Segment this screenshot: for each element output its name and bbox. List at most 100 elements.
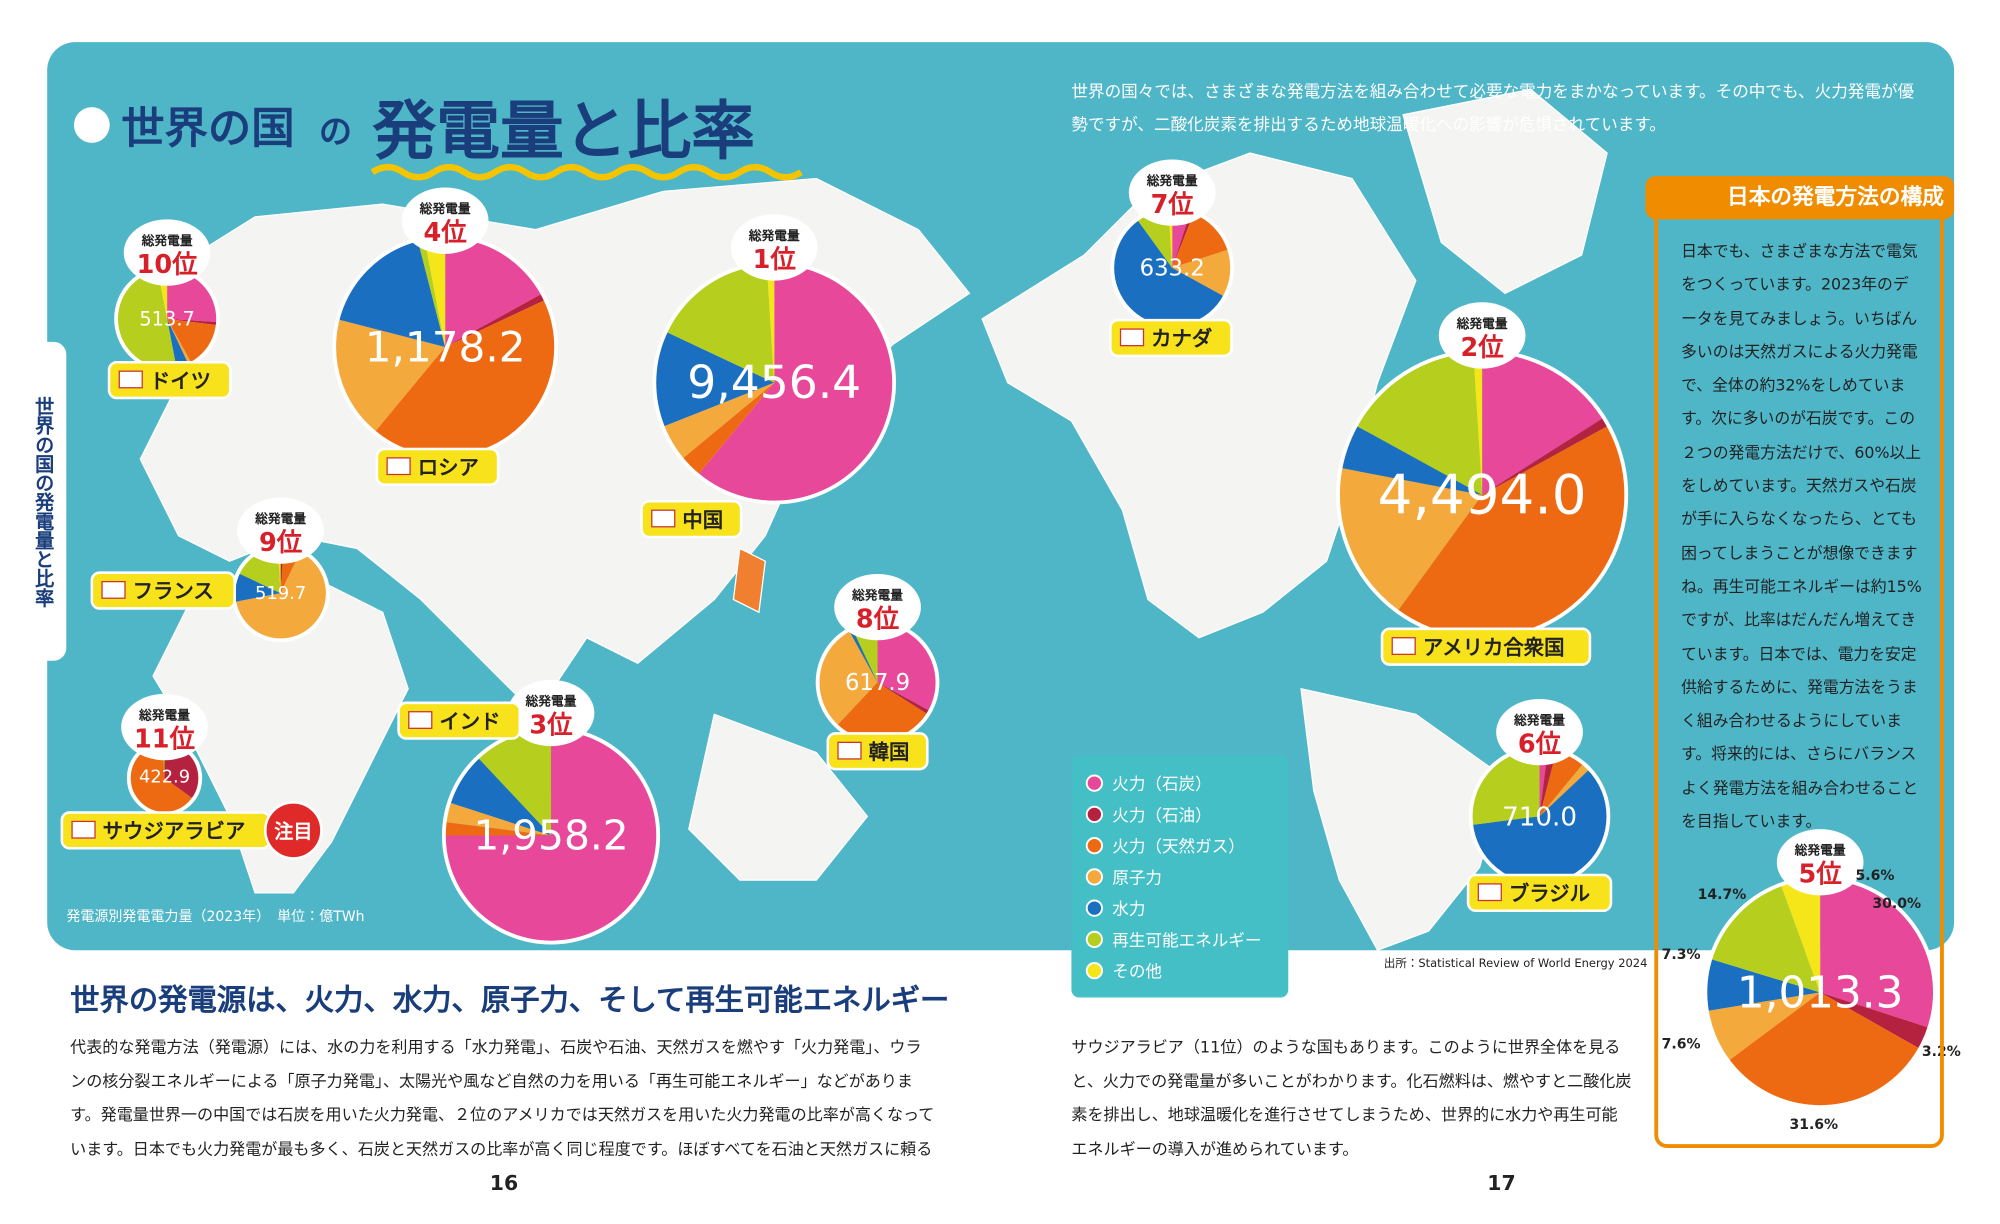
pie-slice — [449, 757, 552, 836]
pie-total: 4,494.0 — [1378, 463, 1587, 527]
legend-swatch — [1085, 805, 1103, 824]
greenland — [1402, 88, 1608, 295]
flag — [1119, 328, 1145, 347]
body-left: 代表的な発電方法（発電源）には、水の力を利用する「水力発電」、石炭や石油、天然ガ… — [70, 1036, 935, 1158]
share-label: 14.7% — [1698, 887, 1747, 903]
legend-label: 火力（石油） — [1112, 806, 1211, 825]
title-c: 発電量と比率 — [372, 95, 755, 169]
pie-total: 617.9 — [845, 670, 910, 696]
pie-slice — [654, 331, 775, 427]
page-number: 16 — [489, 1170, 519, 1196]
pie-slice — [681, 382, 775, 476]
pie-total: 710.0 — [1502, 802, 1577, 832]
pie-slice — [374, 299, 557, 458]
rank-caption: 総発電量 — [419, 201, 471, 217]
pie-slice — [662, 382, 775, 460]
country-label-bg — [90, 571, 236, 610]
pie-slice — [697, 262, 895, 503]
pie-slice — [1706, 992, 1821, 1061]
flag — [651, 509, 676, 528]
country-name: インド — [439, 709, 500, 733]
pie-slice — [1482, 417, 1609, 495]
rank-caption: 総発電量 — [748, 228, 800, 244]
pie-slice — [443, 822, 552, 836]
rank: 8位 — [856, 605, 900, 635]
rank-caption: 総発電量 — [138, 707, 190, 723]
pie-total: 9,456.4 — [687, 356, 861, 409]
country-name: 中国 — [682, 508, 723, 532]
pie-slice — [1710, 884, 1821, 993]
pie-slice — [665, 262, 775, 383]
south-america — [1300, 687, 1506, 952]
flag — [101, 580, 126, 599]
country-name: ドイツ — [150, 369, 211, 393]
rank-badge — [237, 497, 324, 564]
pie-slice — [836, 682, 929, 743]
pie-slice — [1539, 747, 1557, 817]
share-label: 7.6% — [1662, 1036, 1701, 1052]
pie-total: 1,013.3 — [1737, 968, 1903, 1018]
pie-slice — [1705, 958, 1821, 1012]
country-name: 韓国 — [869, 740, 910, 764]
rank: 10位 — [137, 250, 198, 280]
featured: 注目 — [274, 820, 312, 843]
pie-slice — [1112, 219, 1225, 328]
rank-badge — [121, 693, 208, 761]
pie-slice — [1340, 425, 1483, 495]
pie-slice — [233, 573, 281, 602]
legend-label: その他 — [1112, 962, 1162, 981]
country-name: フランス — [133, 579, 214, 603]
pie-total: 422.9 — [139, 767, 190, 788]
flag — [837, 741, 862, 760]
country-label-bg — [1380, 627, 1592, 666]
rank: 1位 — [753, 245, 797, 275]
bulb-icon — [73, 107, 110, 143]
rank-badge — [1128, 159, 1216, 226]
country-name: ロシア — [418, 455, 479, 479]
legend-swatch — [1085, 930, 1103, 949]
country-name: アメリカ合衆国 — [1423, 635, 1565, 659]
pie-slice — [1338, 467, 1483, 612]
rank-badge — [730, 214, 818, 281]
japan-box-title: 日本の発電方法の構成 — [1645, 176, 1955, 220]
pie-slice — [477, 728, 552, 836]
country-name: サウジアラビア — [103, 819, 246, 843]
pie-slice — [877, 682, 931, 715]
rank-caption: 総発電量 — [141, 233, 193, 249]
share-label: 30.0% — [1872, 896, 1921, 912]
rank-caption: 総発電量 — [1456, 316, 1508, 332]
title-underline — [370, 163, 803, 181]
pie-slice — [1172, 249, 1233, 297]
japan-box-text: 日本でも、さまざまな方法で電気をつくっています。2023年のデータを見てみましょ… — [1681, 241, 1922, 831]
rank: 9位 — [259, 528, 303, 558]
unit-note: 発電源別発電電力量（2023年） 単位：億TWh — [66, 909, 364, 925]
pie-slice — [116, 268, 177, 370]
pie-slice — [424, 235, 446, 347]
page-number: 17 — [1487, 1170, 1516, 1196]
legend-box — [1071, 755, 1289, 998]
legend-swatch — [1085, 962, 1103, 980]
flag — [1477, 883, 1502, 902]
legend-swatch — [1085, 868, 1103, 886]
country-name: ブラジル — [1509, 882, 1590, 906]
rank: 5位 — [1799, 860, 1843, 890]
flag — [1391, 637, 1416, 655]
pie-slice — [1471, 769, 1609, 886]
pie-slice — [444, 802, 552, 836]
pie-slice — [817, 629, 878, 727]
pie-slice — [1473, 350, 1483, 495]
rank-caption: 総発電量 — [254, 511, 306, 527]
pie-slice — [443, 728, 659, 943]
share-label: 31.6% — [1789, 1117, 1838, 1133]
flag — [71, 820, 96, 839]
pie-total: 519.7 — [255, 583, 306, 604]
pie-total: 1,958.2 — [473, 811, 628, 859]
rank: 7位 — [1151, 190, 1195, 220]
rank-badge — [401, 187, 489, 254]
title-a: 世界の国 — [121, 104, 294, 154]
legend-swatch — [1085, 899, 1103, 917]
rank-badge — [507, 679, 595, 747]
legend-label: 火力（天然ガス） — [1112, 837, 1245, 856]
rank: 2位 — [1461, 333, 1505, 363]
